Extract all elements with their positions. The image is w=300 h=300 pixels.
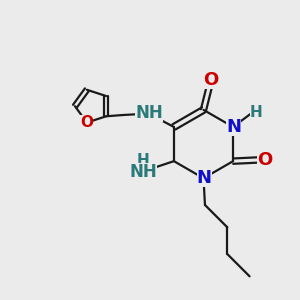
- Text: H: H: [250, 105, 263, 120]
- Text: O: O: [257, 151, 272, 169]
- Text: O: O: [203, 71, 219, 89]
- Text: NH: NH: [135, 104, 163, 122]
- Text: N: N: [226, 118, 241, 136]
- Text: O: O: [80, 115, 93, 130]
- Text: H: H: [137, 153, 150, 168]
- Text: N: N: [196, 169, 211, 187]
- Text: NH: NH: [129, 163, 157, 181]
